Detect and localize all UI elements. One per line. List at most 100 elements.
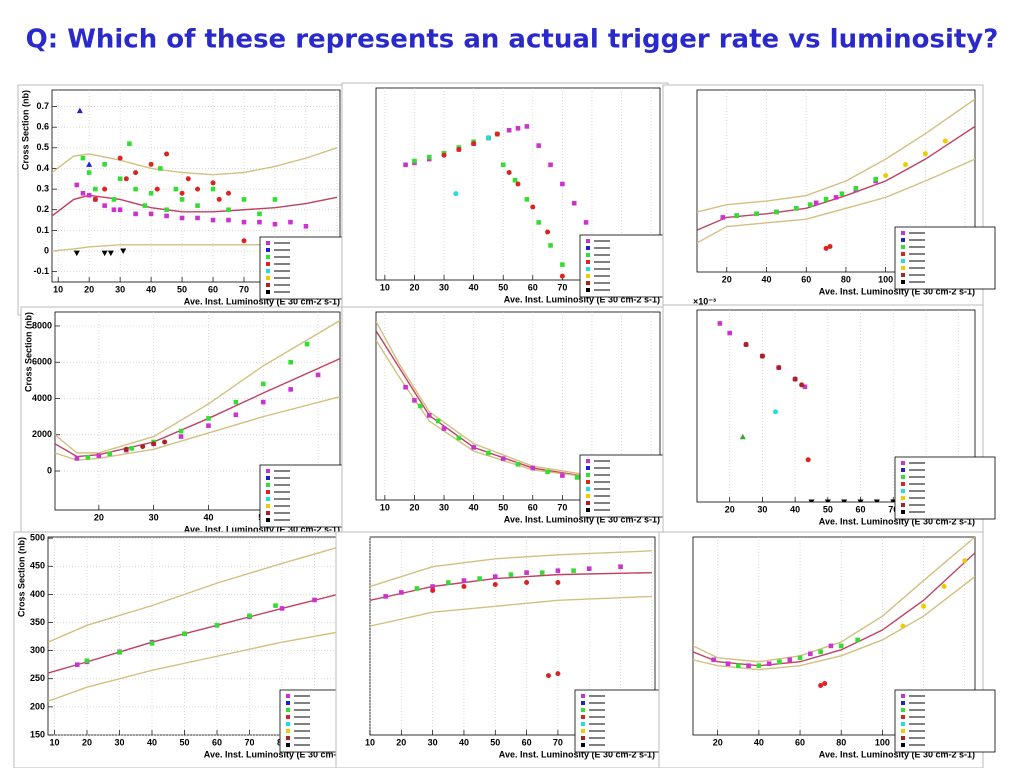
point	[787, 657, 793, 663]
point	[583, 220, 589, 225]
point	[508, 572, 514, 577]
x-tick-label: 70	[557, 282, 567, 292]
legend-marker	[586, 508, 590, 512]
point	[805, 457, 811, 463]
point	[272, 197, 278, 202]
point	[272, 221, 278, 227]
legend-box	[894, 226, 996, 290]
y-tick-label: 400	[30, 589, 45, 599]
point	[766, 661, 772, 667]
x-axis-label: Ave. Inst. Luminosity (E 30 cm-2 s-1)	[184, 524, 340, 534]
point	[273, 603, 278, 608]
legend-marker	[286, 729, 290, 733]
point	[802, 384, 808, 390]
x-tick-label: 10	[380, 502, 390, 512]
point	[441, 426, 447, 431]
point	[453, 191, 459, 197]
point	[178, 434, 184, 439]
fit-curve	[370, 550, 652, 588]
x-tick-label: 50	[179, 737, 189, 747]
legend-marker	[901, 729, 905, 733]
point	[618, 564, 623, 569]
x-tick-label: 30	[115, 284, 125, 294]
legend-marker	[901, 743, 905, 747]
point	[85, 455, 91, 460]
chart-panel: 20406080100120140Ave. Inst. Luminosity (…	[662, 84, 996, 306]
plot-content	[55, 319, 340, 475]
point	[711, 657, 716, 663]
point	[725, 661, 731, 667]
point	[506, 169, 512, 175]
legend-box	[894, 456, 996, 520]
point	[735, 663, 741, 668]
point	[142, 203, 148, 208]
point	[257, 211, 262, 217]
point	[873, 499, 880, 502]
point	[873, 176, 879, 182]
legend-marker	[286, 736, 290, 740]
x-tick-label: 20	[409, 502, 419, 512]
x-tick-label: 40	[469, 502, 479, 512]
legend-marker	[286, 715, 290, 719]
point	[841, 499, 848, 502]
x-tick-label: 50	[498, 502, 508, 512]
point	[530, 465, 536, 471]
point	[492, 582, 498, 588]
legend-marker	[586, 274, 590, 278]
point	[774, 209, 779, 215]
point	[546, 673, 552, 679]
point	[734, 213, 740, 218]
point	[560, 473, 565, 478]
point	[195, 186, 201, 192]
point	[818, 649, 823, 655]
y-tick-label: 350	[30, 617, 45, 627]
x-tick-label: 50	[490, 737, 500, 747]
legend-marker	[266, 518, 270, 522]
point	[942, 138, 948, 144]
legend-marker	[901, 231, 905, 235]
x-tick-label: 10	[380, 282, 390, 292]
y-tick-label: 150	[30, 729, 45, 739]
point	[586, 566, 592, 571]
x-tick-label: 60	[528, 502, 538, 512]
legend-marker	[586, 281, 590, 285]
point	[941, 584, 947, 589]
x-tick-label: 20	[725, 504, 735, 514]
point	[158, 166, 163, 171]
point	[102, 162, 107, 167]
y-axis-label: Cross Section (nb)	[16, 537, 26, 617]
legend-marker	[266, 469, 270, 473]
point	[833, 195, 839, 200]
point	[210, 186, 216, 192]
point	[140, 444, 146, 450]
y-tick-label: 0.1	[36, 225, 49, 235]
x-tick-label: 30	[439, 502, 449, 512]
x-axis-label: Ave. Inst. Luminosity (E 30 cm-2 s-1)	[204, 749, 360, 759]
x-axis-label: Ave. Inst. Luminosity (E 30 cm-2 s-1)	[504, 294, 660, 304]
point	[86, 192, 92, 198]
legend-marker	[286, 694, 290, 698]
x-axis-label: Ave. Inst. Luminosity (E 30 cm-2 s-1)	[184, 296, 340, 306]
legend-marker	[286, 701, 290, 705]
point	[515, 126, 521, 131]
point	[494, 131, 500, 137]
point	[148, 211, 154, 217]
point	[279, 606, 285, 611]
point	[823, 245, 829, 251]
x-tick-label: 30	[439, 282, 449, 292]
chart-panel: 102030405060708090100Ave. Inst. Luminosi…	[335, 531, 676, 769]
point	[486, 450, 491, 456]
point	[149, 641, 155, 646]
point	[226, 207, 231, 213]
point	[185, 176, 191, 182]
x-tick-label: 10	[49, 737, 59, 747]
point	[288, 359, 293, 365]
fit-curve	[48, 540, 360, 643]
legend-marker	[586, 466, 590, 470]
point	[759, 353, 765, 359]
point	[383, 594, 388, 599]
point	[500, 456, 506, 461]
point	[133, 186, 138, 192]
legend-marker	[581, 708, 585, 712]
plot-content	[697, 98, 975, 251]
